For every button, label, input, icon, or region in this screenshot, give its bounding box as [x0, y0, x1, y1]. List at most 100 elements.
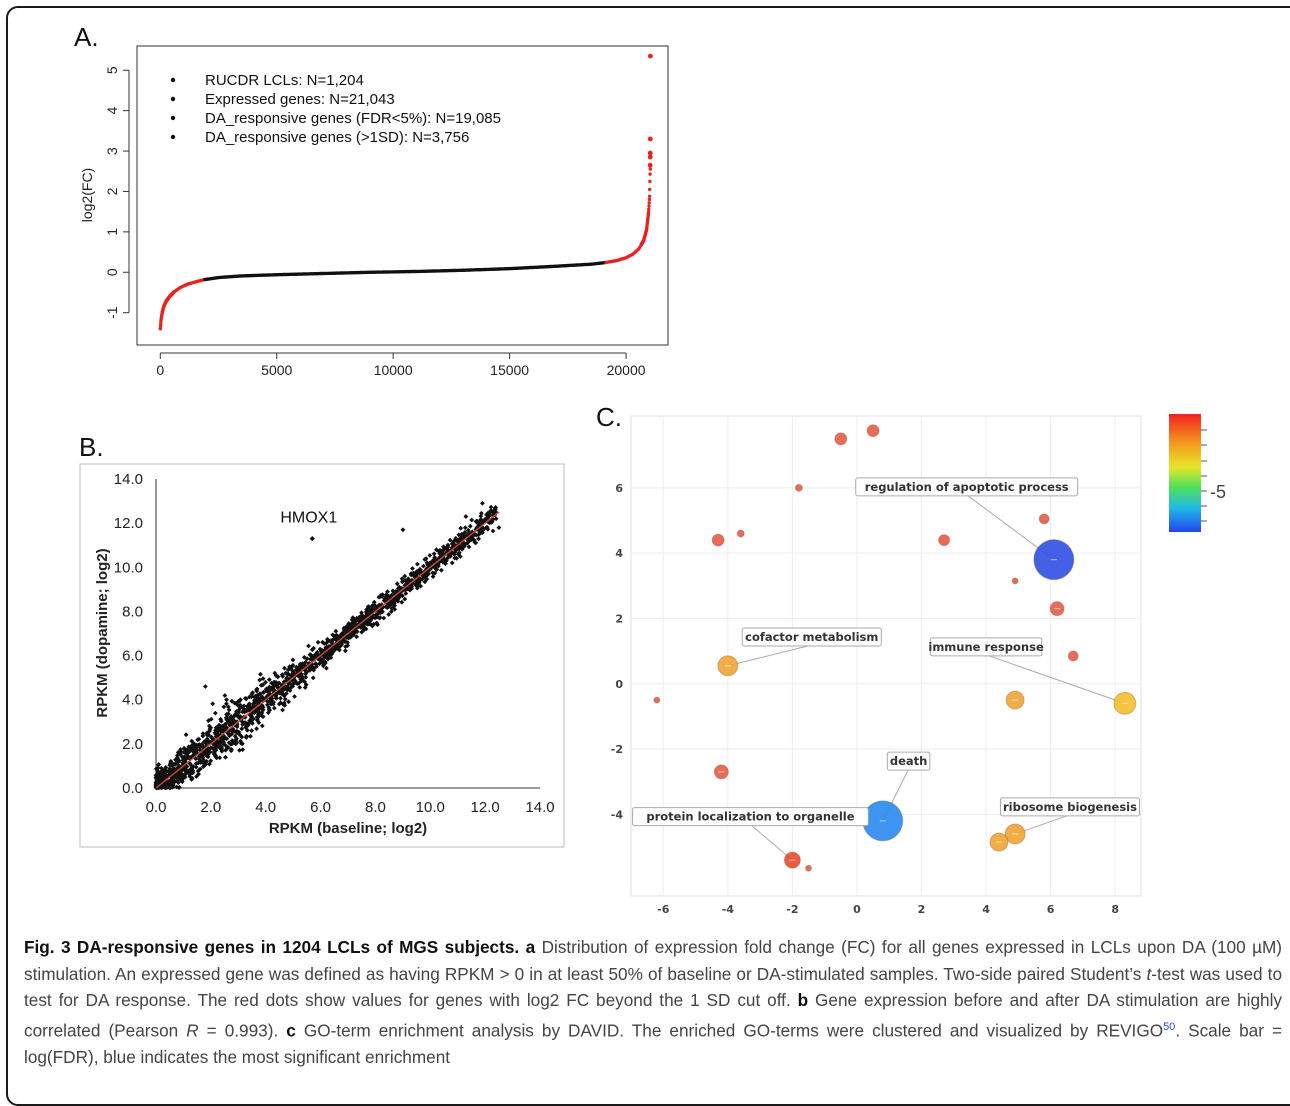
data-point: [309, 657, 314, 663]
data-point: [183, 732, 189, 738]
data-point: [213, 754, 218, 759]
go-term-label: cofactor metabolism: [745, 630, 878, 644]
panel-b-marks: [153, 500, 502, 791]
data-point: [341, 632, 347, 637]
data-point: [158, 769, 164, 775]
data-point: [380, 609, 385, 615]
data-point: [226, 718, 232, 724]
data-point: [237, 714, 243, 719]
data-point: [386, 612, 392, 617]
data-point: [424, 576, 430, 582]
x-tick-label: 0: [853, 903, 861, 916]
data-point: [469, 517, 475, 523]
x-tick-label: 4: [982, 903, 990, 916]
data-point: [352, 622, 358, 628]
data-point: [245, 723, 251, 728]
data-point: [346, 624, 352, 629]
y-tick-label: 10.0: [114, 559, 143, 576]
data-point: [325, 656, 331, 662]
legend-bullet: [170, 115, 176, 121]
panel-a-plot-box: [136, 45, 669, 346]
data-point: [393, 589, 399, 594]
panel-c-axes: -6 -4 -2 0 2 4 6 8 -4 -2 0 2 4 6: [611, 482, 1119, 916]
y-tick-label: 2: [104, 187, 120, 195]
data-point: [371, 621, 377, 627]
data-point: [449, 550, 455, 556]
legend-bullet: [170, 77, 176, 83]
data-point: [439, 567, 444, 573]
data-point: [371, 599, 377, 605]
data-point: [376, 594, 382, 600]
data-point: [341, 625, 347, 631]
data-point: [458, 525, 464, 531]
data-point: [290, 681, 296, 687]
data-point: [254, 694, 260, 700]
data-point: [259, 703, 265, 708]
data-point: [224, 715, 229, 721]
data-point: [175, 780, 181, 786]
data-point: [418, 567, 423, 573]
data-point: [247, 694, 252, 700]
data-point: [323, 654, 329, 660]
data-point: [213, 728, 218, 733]
go-term-bubble: [711, 533, 725, 547]
data-point: [300, 675, 306, 680]
panel-b-ylabel: RPKM (dopamine; log2): [94, 548, 111, 717]
data-point: [292, 678, 298, 684]
data-point: [312, 656, 318, 662]
data-point: [413, 581, 419, 587]
go-term-label: death: [890, 754, 927, 768]
data-point: [339, 631, 345, 637]
data-point: [311, 653, 317, 659]
data-point: [266, 677, 272, 683]
panel-a-letter: A.: [74, 22, 99, 52]
data-point: [202, 750, 208, 756]
data-point: [447, 554, 453, 559]
data-point: [247, 718, 252, 724]
legend-bullet: [170, 96, 176, 102]
data-point: [457, 554, 463, 559]
data-point: [484, 512, 489, 518]
data-point: [381, 615, 387, 621]
data-point: [352, 617, 358, 623]
data-point: [403, 591, 409, 596]
data-point: [264, 689, 270, 694]
data-point: [180, 775, 186, 781]
data-point: [227, 733, 232, 739]
data-point: [336, 639, 342, 645]
data-point: [206, 746, 212, 752]
panel-a: A. 0 5000 10000 15000 20000 -1 0 1 2 3 4 5 log2(FC)…: [74, 22, 669, 378]
data-point: [284, 684, 290, 690]
data-point: [286, 680, 292, 686]
data-point: [291, 672, 296, 677]
legend-entry-1: RUCDR LCLs: N=1,204: [205, 72, 364, 89]
y-tick-label: 5: [104, 66, 120, 74]
y-tick-label: 2: [615, 612, 623, 625]
data-point: [212, 748, 217, 754]
data-point: [177, 784, 182, 790]
x-tick-label: -6: [657, 903, 670, 916]
data-point: [260, 707, 266, 713]
caption-b-label: b: [797, 990, 809, 1010]
data-point: [224, 712, 229, 717]
data-point: [439, 557, 445, 563]
data-point: [297, 671, 303, 676]
data-point: [242, 720, 247, 726]
data-point: [418, 583, 423, 589]
data-point: [323, 640, 329, 646]
caption-reference[interactable]: 50: [1163, 1020, 1176, 1033]
data-point: [366, 621, 372, 627]
data-point: [399, 588, 405, 594]
data-point: [463, 514, 469, 519]
data-point: [410, 566, 415, 571]
data-point: [332, 644, 338, 650]
data-point: [309, 647, 315, 653]
data-point: [647, 201, 651, 205]
data-point: [254, 686, 260, 692]
data-point: [480, 500, 485, 506]
data-point: [324, 645, 330, 651]
label-leader-line: [727, 644, 812, 667]
go-term-bubble: [736, 529, 745, 538]
data-point: [478, 530, 484, 536]
data-point: [278, 695, 283, 701]
